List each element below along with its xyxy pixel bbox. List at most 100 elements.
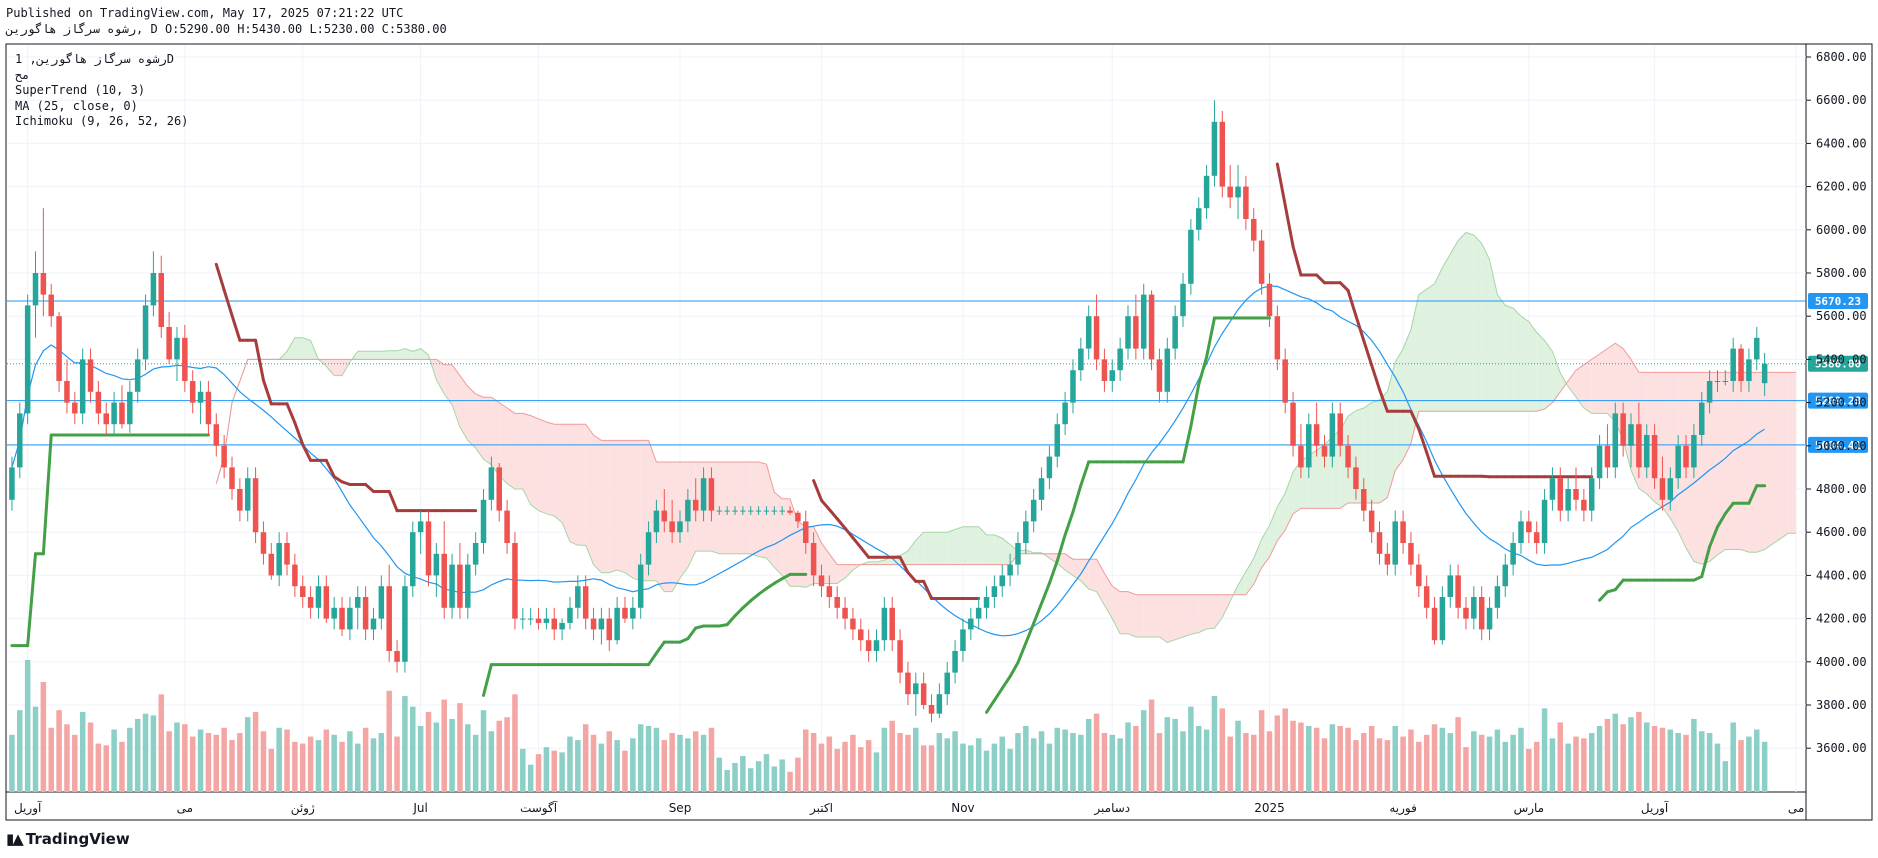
- candle-body: [189, 381, 196, 403]
- cloud-segment: [970, 526, 979, 565]
- cloud-segment: [569, 424, 578, 546]
- volume-bar: [983, 750, 990, 792]
- volume-bar: [1557, 722, 1564, 792]
- candle-body: [1699, 402, 1705, 435]
- cloud-segment: [522, 413, 531, 505]
- volume-bar: [630, 738, 636, 792]
- x-tick-label: فوریه: [1389, 801, 1417, 816]
- y-tick-label: 6000.00: [1816, 223, 1867, 237]
- volume-bar: [1203, 729, 1210, 792]
- cloud-segment: [1434, 267, 1443, 412]
- cloud-segment: [1552, 351, 1561, 403]
- cloud-segment: [459, 375, 468, 441]
- volume-bar: [1588, 733, 1595, 792]
- candle-body: [441, 553, 447, 608]
- supertrend-segment: [851, 536, 863, 549]
- volume-bar: [410, 706, 416, 792]
- supertrend-segment: [898, 555, 910, 574]
- candle-body: [1612, 413, 1619, 468]
- cloud-segment: [1088, 559, 1097, 592]
- current-price-label: 5380.00: [1815, 358, 1861, 371]
- candle-body: [858, 629, 864, 641]
- candle-body: [810, 543, 817, 576]
- cloud-segment: [624, 440, 633, 579]
- cloud-segment: [357, 351, 366, 360]
- volume-bar: [653, 727, 660, 792]
- cloud-segment: [1481, 243, 1490, 412]
- candle-body: [1533, 532, 1540, 543]
- supertrend-segment: [812, 479, 823, 502]
- volume-bar: [331, 734, 337, 792]
- volume-bar: [465, 724, 471, 792]
- volume-bar: [1486, 736, 1493, 792]
- cloud-segment: [397, 348, 405, 360]
- candle-body: [1227, 186, 1233, 198]
- supertrend-segment: [26, 552, 38, 648]
- tradingview-brand[interactable]: ▮▲ TradingView: [6, 830, 130, 848]
- volume-bar: [1054, 727, 1061, 792]
- volume-bar: [732, 762, 738, 792]
- volume-bar: [582, 724, 589, 792]
- cloud-segment: [962, 526, 971, 565]
- volume-bar: [575, 740, 581, 792]
- volume-bar: [24, 660, 31, 792]
- legend-ma[interactable]: MA (25, close, 0): [15, 98, 138, 113]
- volume-bar: [1164, 717, 1171, 792]
- volume-bar: [32, 706, 39, 792]
- legend-symbol[interactable]: رشوه سرگاز هاگورین, 1D: [15, 52, 174, 66]
- volume-bar: [1518, 727, 1524, 792]
- candle-body: [881, 607, 888, 641]
- volume-bar: [347, 731, 353, 792]
- candle-body: [1007, 564, 1013, 576]
- cloud-segment: [1741, 372, 1749, 553]
- candle-body: [1541, 499, 1548, 543]
- cloud-segment: [1442, 254, 1451, 412]
- cloud-segment: [1693, 372, 1702, 565]
- cloud-segment: [585, 424, 594, 565]
- supertrend-segment: [1700, 545, 1712, 579]
- supertrend-segment: [1409, 409, 1421, 431]
- volume-bar: [1699, 731, 1705, 792]
- candle-body: [402, 586, 408, 662]
- legend-supertrend[interactable]: SuperTrend (10, 3): [15, 83, 146, 97]
- supertrend-segment: [1000, 674, 1012, 690]
- cloud-segment: [1568, 370, 1576, 398]
- indicator-legend: رشوه سرگاز هاگورین, 1D مح SuperTrend (10…: [15, 52, 188, 130]
- volume-bar: [284, 729, 290, 792]
- supertrend-segment: [1723, 501, 1735, 516]
- volume-bar: [771, 766, 778, 792]
- volume-bar: [142, 713, 149, 792]
- candle-body: [284, 543, 290, 565]
- cloud-segment: [507, 408, 515, 489]
- cloud-segment: [687, 462, 696, 568]
- legend-ichimoku[interactable]: Ichimoku (9, 26, 52, 26): [15, 114, 189, 128]
- y-tick-label: 5000.00: [1816, 439, 1867, 453]
- cloud-segment: [955, 526, 963, 565]
- candle-body: [355, 597, 361, 608]
- volume-bar: [1353, 740, 1359, 792]
- candle-body: [1023, 521, 1029, 543]
- supertrend-segment: [922, 579, 934, 600]
- cloud-segment: [978, 526, 987, 565]
- candle-body: [1046, 456, 1053, 479]
- volume-bar: [1683, 734, 1689, 792]
- candle-body: [174, 337, 180, 360]
- volume-bar: [724, 770, 730, 792]
- brand-name: TradingView: [25, 830, 130, 848]
- candle-body: [1345, 445, 1351, 468]
- cloud-segment: [373, 351, 382, 360]
- volume-bar: [975, 738, 982, 792]
- cloud-segment: [632, 440, 641, 581]
- candle-body: [1148, 294, 1155, 360]
- candle-body: [1258, 240, 1265, 284]
- supertrend-segment: [654, 640, 666, 655]
- volume-bar: [307, 736, 314, 792]
- cloud-segment: [546, 422, 555, 516]
- volume-bar: [134, 718, 141, 792]
- candle-body: [410, 532, 416, 587]
- candle-body: [1494, 586, 1501, 608]
- candle-body: [1620, 413, 1626, 446]
- candle-body: [1581, 499, 1587, 511]
- candle-body: [535, 618, 542, 623]
